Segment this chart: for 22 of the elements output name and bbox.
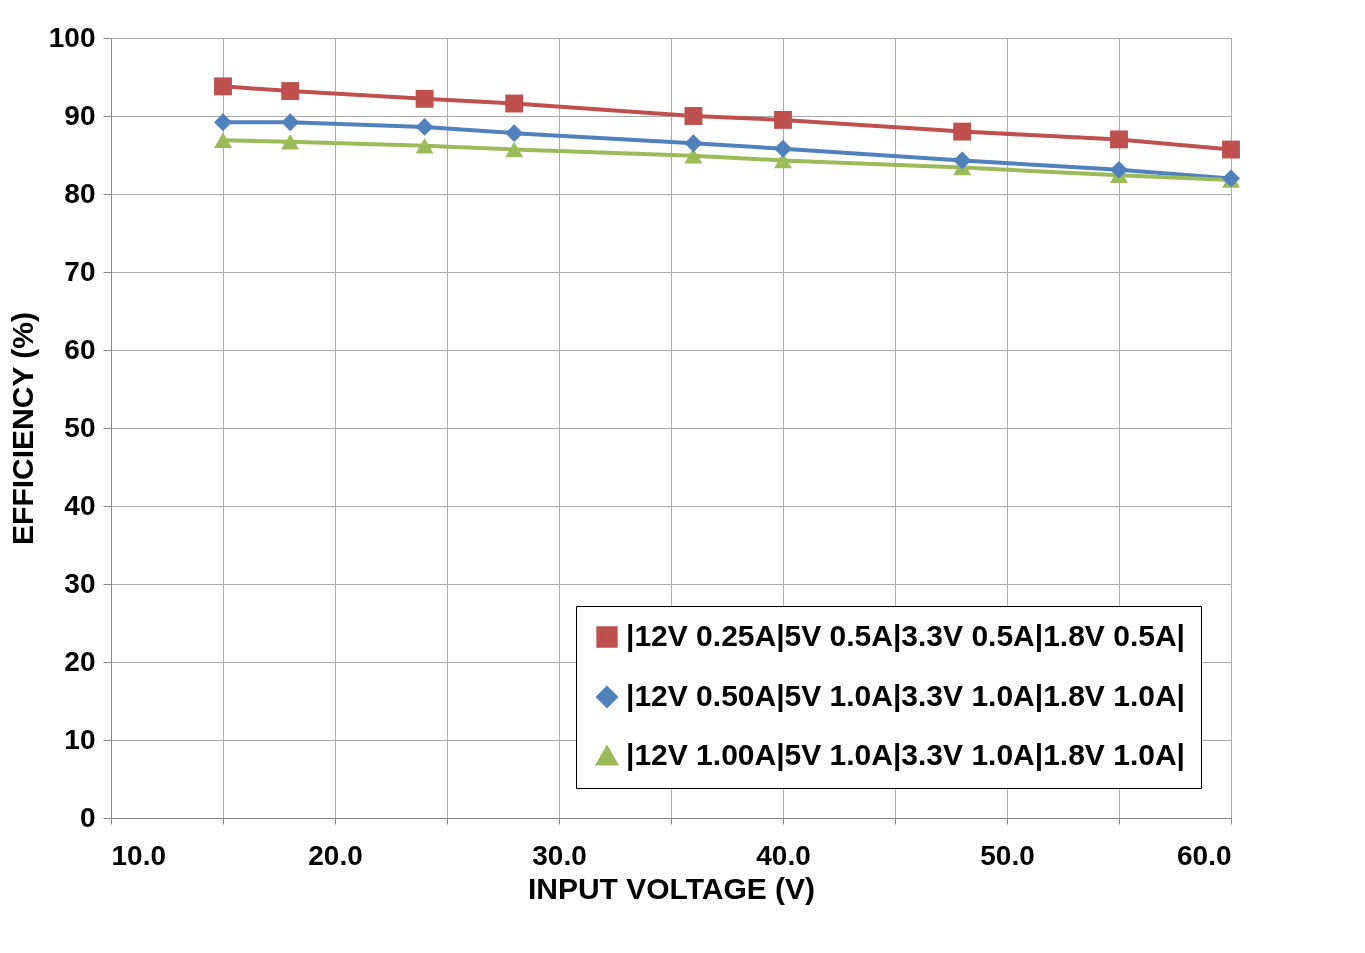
y-tick-label: 90 (64, 99, 96, 131)
x-tick-label: 20.0 (308, 839, 363, 871)
legend-label: |12V 0.50A|5V 1.0A|3.3V 1.0A|1.8V 1.0A| (626, 679, 1185, 712)
y-tick-label: 30 (64, 567, 96, 599)
y-tick-label: 80 (64, 177, 96, 209)
y-tick-label: 40 (64, 489, 96, 521)
y-tick-label: 50 (64, 411, 96, 443)
x-tick-label: 60.0 (1177, 839, 1232, 871)
y-tick-label: 60 (64, 333, 96, 365)
y-tick-label: 100 (48, 21, 96, 53)
x-tick-label: 50.0 (980, 839, 1035, 871)
y-tick-label: 10 (64, 723, 96, 755)
y-axis-title: EFFICIENCY (%) (5, 312, 39, 545)
legend-label: |12V 1.00A|5V 1.0A|3.3V 1.0A|1.8V 1.0A| (626, 738, 1185, 771)
legend-label: |12V 0.25A|5V 0.5A|3.3V 0.5A|1.8V 0.5A| (626, 619, 1185, 652)
y-tick-label: 0 (79, 801, 96, 833)
x-axis-title: INPUT VOLTAGE (V) (527, 871, 816, 905)
y-tick-label: 20 (64, 645, 96, 677)
x-tick-label: 10.0 (111, 839, 166, 871)
y-tick-label: 70 (64, 255, 96, 287)
x-tick-label: 40.0 (756, 839, 811, 871)
x-tick-label: 30.0 (532, 839, 587, 871)
